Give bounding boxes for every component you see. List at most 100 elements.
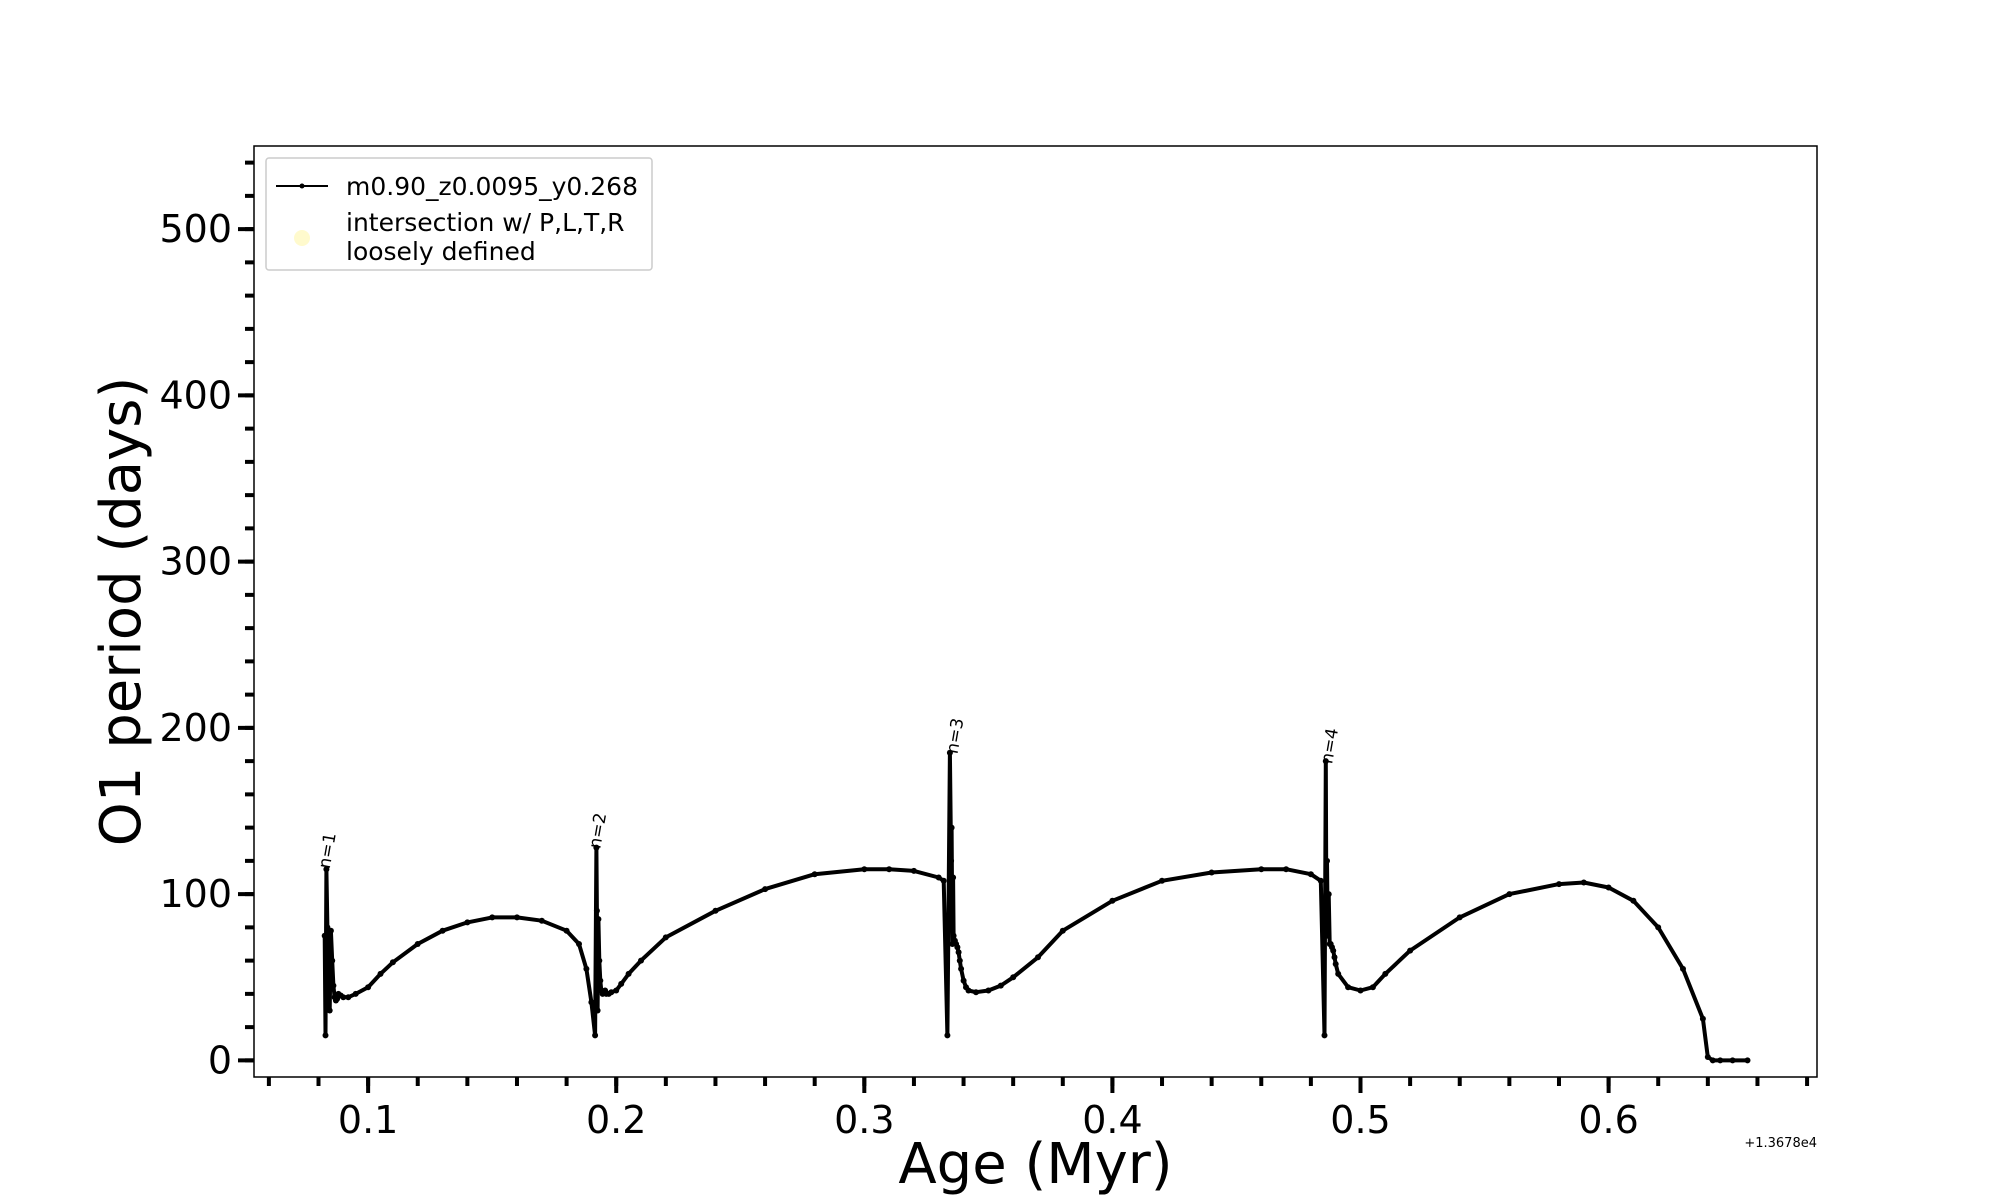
series-point bbox=[946, 749, 953, 756]
series-point bbox=[1208, 869, 1215, 876]
series-point bbox=[327, 927, 334, 934]
series-point bbox=[958, 965, 965, 972]
series-point bbox=[1307, 871, 1314, 878]
series-point bbox=[762, 886, 769, 893]
series-point bbox=[489, 914, 496, 921]
series-point bbox=[588, 999, 595, 1006]
series-point bbox=[464, 919, 471, 926]
series-point bbox=[365, 984, 372, 991]
series-point bbox=[1317, 877, 1324, 884]
legend-point-marker bbox=[299, 183, 305, 189]
x-tick-label: 0.2 bbox=[586, 1098, 646, 1142]
legend-label: m0.90_z0.0095_y0.268 bbox=[346, 172, 638, 201]
series-point bbox=[377, 970, 384, 977]
x-offset-label: +1.3678e4 bbox=[1744, 1136, 1817, 1151]
series-point bbox=[514, 914, 520, 921]
series-point bbox=[1556, 881, 1562, 888]
series-point bbox=[1059, 927, 1066, 934]
series-point bbox=[1506, 891, 1513, 898]
series-point bbox=[576, 941, 582, 947]
series-point bbox=[1335, 970, 1342, 977]
series-point bbox=[1729, 1057, 1736, 1064]
series-point bbox=[950, 932, 957, 939]
series-point bbox=[886, 866, 893, 873]
series-point bbox=[960, 977, 967, 984]
series-point bbox=[352, 990, 359, 997]
x-tick-label: 0.6 bbox=[1578, 1098, 1638, 1142]
series-point bbox=[940, 877, 947, 884]
series-point bbox=[330, 982, 337, 989]
series-point bbox=[538, 917, 545, 924]
series-point bbox=[1159, 877, 1165, 884]
series-point bbox=[712, 907, 719, 914]
series-point bbox=[861, 866, 868, 873]
x-tick-label: 0.1 bbox=[338, 1098, 398, 1142]
series-point bbox=[596, 957, 603, 964]
y-tick-label: 300 bbox=[159, 540, 232, 584]
legend: m0.90_z0.0095_y0.268 intersection w/ P,L,… bbox=[265, 157, 653, 271]
legend-label: intersection w/ P,L,T,R bbox=[346, 208, 625, 237]
series-point bbox=[1704, 1054, 1711, 1060]
y-tick-label: 0 bbox=[208, 1038, 232, 1082]
series-point bbox=[1456, 914, 1463, 921]
series-point bbox=[638, 957, 644, 964]
peak-annotation: n=4 bbox=[1317, 727, 1343, 766]
peak-annotation: n=3 bbox=[943, 717, 969, 756]
series-layer bbox=[321, 749, 1751, 1064]
series-point bbox=[1382, 970, 1389, 977]
x-tick-label: 0.3 bbox=[834, 1098, 894, 1142]
y-tick-label: 400 bbox=[159, 373, 232, 417]
series-point bbox=[608, 989, 615, 996]
series-point bbox=[956, 957, 963, 964]
y-tick-label: 100 bbox=[159, 872, 232, 916]
series-point bbox=[322, 1032, 329, 1039]
series-point bbox=[1630, 897, 1637, 904]
series-point bbox=[1109, 897, 1116, 904]
annotation-layer: n=1 n=2 n=3 n=4 bbox=[315, 717, 1343, 870]
series-point bbox=[944, 1032, 951, 1039]
series-point bbox=[595, 916, 602, 923]
series-point bbox=[811, 871, 818, 878]
series-point bbox=[1010, 974, 1017, 981]
series-point bbox=[593, 844, 600, 851]
series-point bbox=[1258, 866, 1265, 873]
series-point bbox=[323, 866, 330, 873]
series-point bbox=[1699, 1015, 1706, 1022]
series-point bbox=[1655, 924, 1662, 931]
series-point bbox=[1283, 866, 1290, 873]
series-point bbox=[389, 959, 396, 966]
series-point bbox=[1345, 984, 1352, 991]
series-point bbox=[997, 982, 1004, 989]
series-point bbox=[1357, 987, 1364, 994]
peak-annotation: n=2 bbox=[585, 811, 611, 850]
y-tick-label: 500 bbox=[159, 207, 232, 251]
series-point bbox=[340, 994, 347, 1001]
series-point bbox=[1325, 891, 1332, 898]
series-point bbox=[625, 970, 632, 977]
series-point bbox=[1680, 965, 1686, 972]
series-point bbox=[1035, 954, 1041, 961]
series-point bbox=[1744, 1057, 1751, 1064]
series-point bbox=[1331, 954, 1338, 961]
series-point bbox=[662, 934, 669, 941]
series-point bbox=[1321, 1032, 1328, 1039]
axes-layer: 0.1 0.2 0.3 0.4 0.5 0.6 0 100 200 300 400 500 bbox=[159, 160, 1810, 1142]
series-point bbox=[1324, 857, 1330, 864]
x-tick-label: 0.4 bbox=[1082, 1098, 1142, 1142]
series-point bbox=[563, 927, 570, 934]
legend-circle-marker bbox=[294, 230, 310, 246]
series-point bbox=[618, 980, 625, 987]
series-point bbox=[973, 989, 979, 996]
series-point bbox=[1580, 879, 1587, 886]
series-point bbox=[583, 965, 590, 972]
series-point bbox=[985, 987, 992, 994]
series-point bbox=[948, 857, 955, 864]
series-point bbox=[1332, 961, 1339, 967]
series-point bbox=[1717, 1057, 1724, 1064]
series-point bbox=[321, 932, 328, 939]
x-axis-label: Age (Myr) bbox=[898, 1132, 1172, 1197]
series-point bbox=[345, 994, 352, 1001]
series-point bbox=[329, 957, 336, 964]
series-point bbox=[597, 977, 604, 984]
